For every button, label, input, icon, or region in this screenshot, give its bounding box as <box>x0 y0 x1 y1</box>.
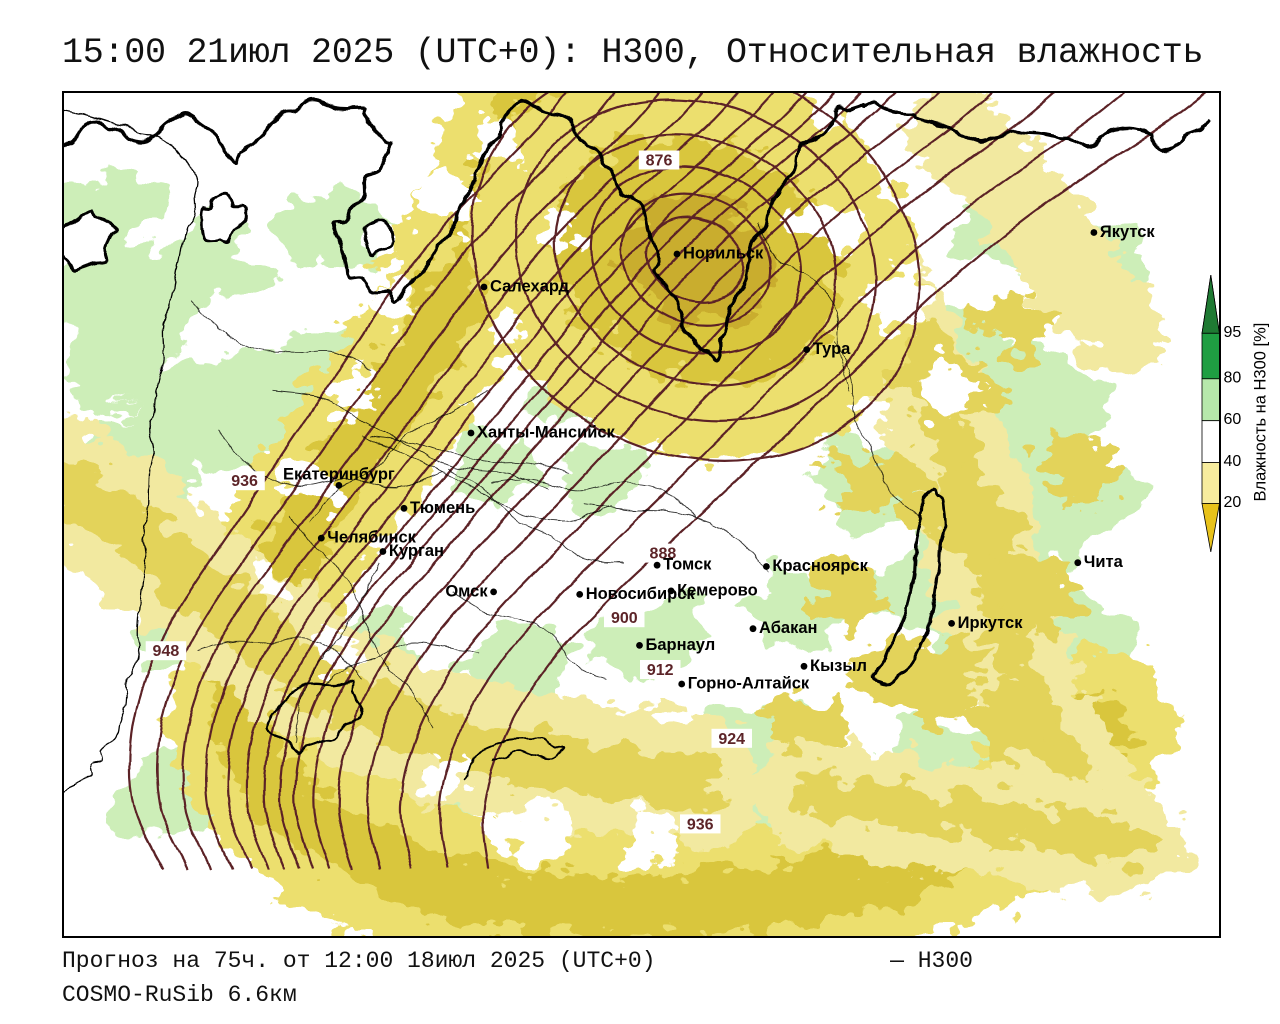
svg-text:40: 40 <box>1224 453 1242 470</box>
svg-text:900: 900 <box>611 610 638 627</box>
svg-text:Омск: Омск <box>445 582 488 600</box>
svg-text:Тура: Тура <box>813 340 851 358</box>
svg-text:948: 948 <box>153 643 180 660</box>
svg-text:60: 60 <box>1224 411 1242 428</box>
svg-text:Курган: Курган <box>389 542 444 560</box>
svg-text:Якутск: Якутск <box>1100 223 1156 241</box>
svg-text:924: 924 <box>718 731 745 748</box>
svg-text:Кемерово: Кемерово <box>677 581 758 599</box>
svg-text:Чита: Чита <box>1084 553 1124 571</box>
svg-text:20: 20 <box>1224 494 1242 511</box>
svg-text:Тюмень: Тюмень <box>410 499 475 517</box>
svg-text:Влажность на H300 [%]: Влажность на H300 [%] <box>1252 323 1270 502</box>
svg-text:Иркутск: Иркутск <box>958 614 1024 632</box>
svg-text:Красноярск: Красноярск <box>772 557 868 575</box>
svg-text:Салехард: Салехард <box>490 278 570 296</box>
svg-text:912: 912 <box>647 662 674 679</box>
svg-text:95: 95 <box>1224 324 1242 341</box>
svg-text:936: 936 <box>687 816 714 833</box>
svg-text:Екатеринбург: Екатеринбург <box>283 465 395 483</box>
svg-text:Барнаул: Барнаул <box>646 636 716 654</box>
svg-text:Норильск: Норильск <box>683 245 764 263</box>
svg-text:876: 876 <box>646 153 673 170</box>
svg-text:Горно-Алтайск: Горно-Алтайск <box>688 675 810 693</box>
svg-text:Томск: Томск <box>663 556 712 574</box>
svg-text:Кызыл: Кызыл <box>810 657 867 675</box>
svg-text:Ханты-Мансийск: Ханты-Мансийск <box>477 424 616 442</box>
svg-text:Абакан: Абакан <box>759 619 817 637</box>
svg-text:80: 80 <box>1224 369 1242 386</box>
svg-text:936: 936 <box>231 473 258 490</box>
